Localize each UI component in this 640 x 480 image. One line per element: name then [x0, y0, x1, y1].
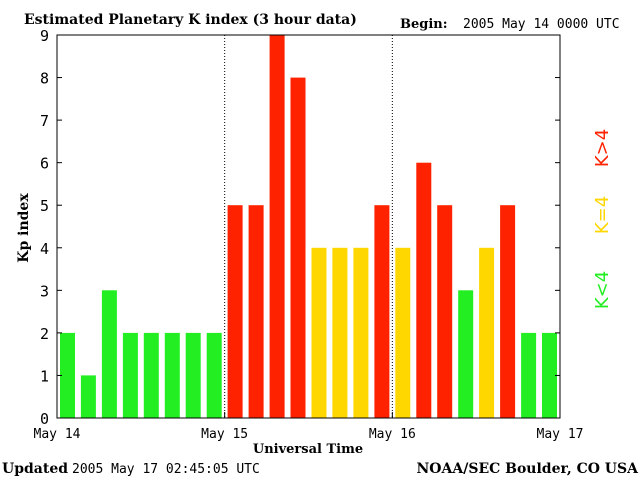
x-tick-label: May 15	[201, 427, 248, 442]
legend-equal: K=4	[592, 196, 613, 234]
bar	[500, 205, 516, 418]
y-tick-label: 0	[40, 410, 49, 428]
bar	[332, 247, 348, 418]
bar	[395, 247, 411, 418]
y-tick-label: 4	[40, 240, 49, 258]
credit: NOAA/SEC Boulder, CO USA	[417, 461, 640, 477]
y-tick-label: 5	[40, 197, 49, 215]
bar	[206, 332, 222, 418]
bar	[248, 205, 264, 418]
bar	[437, 205, 453, 418]
bar	[227, 205, 243, 418]
bar	[353, 247, 369, 418]
x-tick-label: May 14	[34, 427, 81, 442]
bar	[374, 205, 390, 418]
y-tick-label: 3	[40, 282, 49, 300]
bar	[479, 247, 495, 418]
bar	[143, 332, 159, 418]
bar	[521, 332, 537, 418]
bar	[122, 332, 138, 418]
begin-value: 2005 May 14 0000 UTC	[463, 17, 620, 32]
bar	[458, 290, 474, 418]
y-tick-label: 6	[40, 155, 49, 173]
bar	[80, 375, 96, 418]
bar	[185, 332, 201, 418]
y-tick-label: 9	[40, 27, 49, 45]
bar	[269, 35, 285, 418]
updated-label: Updated	[2, 461, 68, 477]
legend-high: K>4	[592, 129, 613, 167]
x-axis-label: Universal Time	[253, 442, 363, 457]
y-tick-label: 7	[40, 112, 49, 130]
chart-title: Estimated Planetary K index (3 hour data…	[24, 12, 357, 28]
begin-label: Begin:	[400, 17, 448, 32]
bar	[164, 332, 180, 418]
plot-frame	[56, 34, 561, 419]
x-tick-label: May 16	[369, 427, 416, 442]
y-tick-label: 2	[40, 325, 49, 343]
bar	[101, 290, 117, 418]
y-axis-label: Kp index	[16, 193, 32, 263]
plot-area: 0 1 2 3 4 5 6 7 8 9 May 14 May 15 May 16 May 17	[34, 27, 584, 442]
bar	[542, 332, 557, 418]
bar	[60, 332, 75, 418]
updated-value: 2005 May 17 02:45:05 UTC	[72, 462, 260, 477]
x-tick-label: May 17	[537, 427, 584, 442]
bar	[290, 77, 306, 418]
bar	[416, 162, 432, 418]
bar	[311, 247, 327, 418]
y-tick-label: 1	[40, 367, 49, 385]
legend-low: K<4	[592, 271, 613, 309]
y-tick-label: 8	[40, 70, 49, 88]
